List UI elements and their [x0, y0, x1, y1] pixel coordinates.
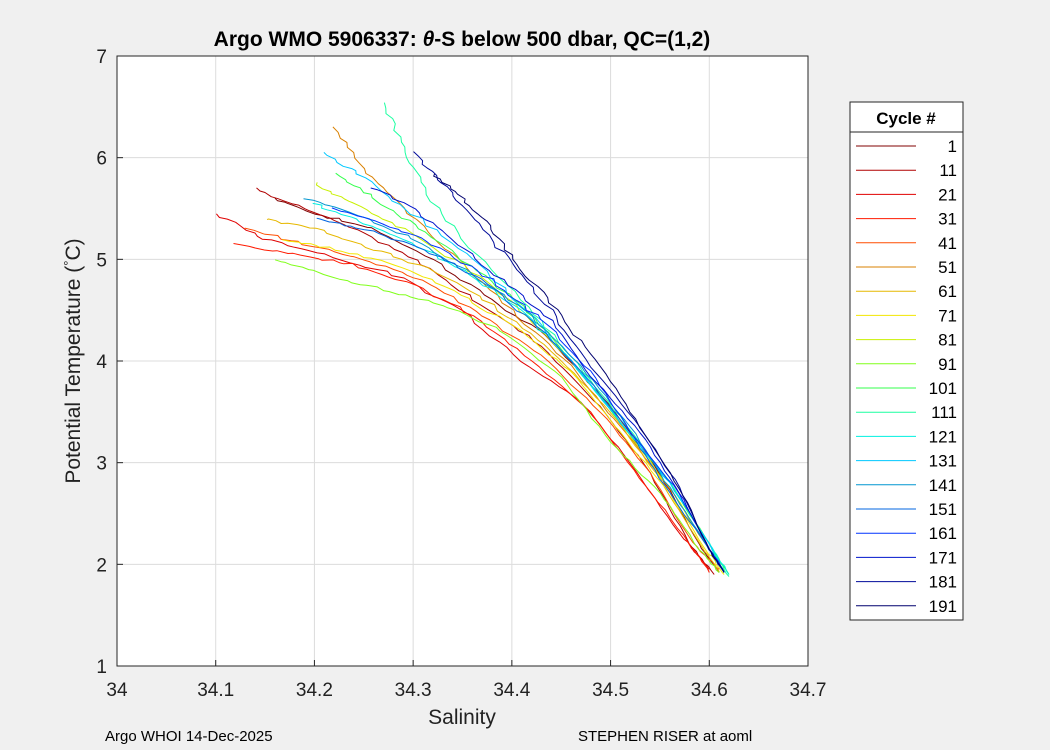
legend-label-161: 161 [929, 524, 957, 543]
legend-label-151: 151 [929, 500, 957, 519]
y-tick-label: 2 [96, 555, 107, 576]
x-tick-label: 34 [106, 680, 128, 701]
x-tick-label: 34.7 [790, 680, 827, 701]
footer-right: STEPHEN RISER at aoml [578, 728, 752, 745]
profile-line-cycle-81 [315, 182, 725, 573]
legend-label-121: 121 [929, 427, 957, 446]
degree-symbol: ° [61, 261, 76, 266]
y-axis-label: Potential Temperature (°C) [61, 238, 86, 483]
x-tick-label: 34.5 [592, 680, 629, 701]
footer-left: Argo WHOI 14-Dec-2025 [105, 728, 273, 745]
profile-lines [216, 102, 730, 577]
legend-label-191: 191 [929, 597, 957, 616]
profile-line-cycle-161 [331, 207, 725, 572]
legend-label-101: 101 [929, 379, 957, 398]
legend-label-141: 141 [929, 476, 957, 495]
legend-label-91: 91 [938, 355, 957, 374]
legend-label-31: 31 [938, 210, 957, 229]
legend-label-41: 41 [938, 234, 957, 253]
profile-line-cycle-141 [303, 198, 725, 573]
profile-line-cycle-191 [433, 173, 725, 573]
theta-symbol: θ [423, 28, 435, 51]
y-tick-label: 4 [96, 352, 107, 373]
legend-title: Cycle # [876, 109, 936, 128]
y-tick-label: 6 [96, 149, 107, 170]
legend-label-71: 71 [938, 306, 957, 325]
y-tick-label: 1 [96, 657, 107, 678]
chart-title: Argo WMO 5906337: θ-S below 500 dbar, QC… [214, 28, 711, 51]
x-tick-label: 34.1 [197, 680, 234, 701]
legend-label-1: 1 [948, 137, 957, 156]
x-axis-label: Salinity [428, 706, 496, 729]
legend-label-111: 111 [931, 403, 957, 422]
legend-label-81: 81 [938, 331, 957, 350]
x-tick-label: 34.3 [395, 680, 432, 701]
profile-line-cycle-61 [266, 218, 720, 572]
profile-line-cycle-91 [274, 259, 720, 573]
legend-label-171: 171 [929, 548, 957, 567]
profile-line-cycle-71 [282, 239, 725, 575]
x-tick-label: 34.2 [296, 680, 333, 701]
legend-label-181: 181 [929, 573, 957, 592]
legend-label-61: 61 [938, 282, 957, 301]
legend-label-131: 131 [929, 452, 957, 471]
y-tick-label: 5 [96, 250, 107, 271]
y-tick-label: 3 [96, 454, 107, 475]
profile-line-cycle-151 [316, 217, 725, 573]
legend-label-11: 11 [939, 161, 957, 180]
legend-entries: 1112131415161718191101111121131141151161… [856, 137, 957, 616]
profile-line-cycle-111 [383, 102, 730, 577]
x-tick-label: 34.4 [493, 680, 530, 701]
profile-line-cycle-171 [370, 187, 725, 573]
profile-line-cycle-31 [233, 243, 710, 573]
x-tick-label: 34.6 [691, 680, 728, 701]
y-tick-label: 7 [96, 47, 107, 68]
legend-label-51: 51 [938, 258, 957, 277]
legend: Cycle # 11121314151617181911011111211311… [849, 101, 964, 621]
legend-label-21: 21 [938, 185, 957, 204]
